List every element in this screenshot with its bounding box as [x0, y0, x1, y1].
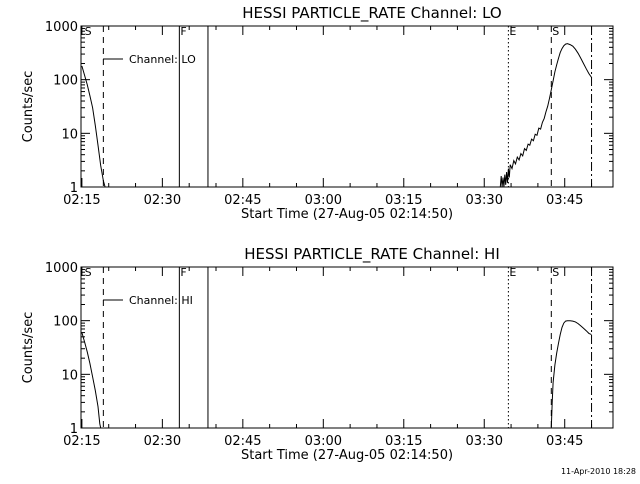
- marker-label: S: [552, 25, 559, 38]
- x-axis-label: Start Time (27-Aug-05 02:14:50): [241, 448, 453, 463]
- x-tick-label: 02:15: [63, 434, 100, 449]
- y-tick-label: 1: [70, 181, 78, 196]
- legend-label: Channel: HI: [129, 294, 193, 307]
- y-tick-label: 100: [53, 74, 78, 89]
- x-tick-label: 02:30: [144, 434, 181, 449]
- marker-label: S: [85, 266, 92, 279]
- x-tick-label: 02:15: [63, 193, 100, 208]
- chart-title: HESSI PARTICLE_RATE Channel: HI: [244, 245, 500, 264]
- series-line-segment-1: [81, 332, 102, 429]
- series-line-segment-2: [499, 43, 592, 188]
- chart-panel-1: HESSI PARTICLE_RATE Channel: LO 02:15 02:3…: [21, 4, 614, 222]
- y-tick-label: 1000: [45, 261, 78, 276]
- chart-title: HESSI PARTICLE_RATE Channel: LO: [242, 4, 501, 23]
- x-tick-label: 03:30: [466, 434, 503, 449]
- series-line-segment-2: [550, 320, 592, 429]
- marker-label: E: [509, 266, 516, 279]
- y-axis-label: Counts/sec: [21, 312, 36, 384]
- y-axis-label: Counts/sec: [21, 71, 36, 143]
- x-tick-label: 03:45: [546, 434, 583, 449]
- marker-label: S: [552, 266, 559, 279]
- y-tick-label: 100: [53, 315, 78, 330]
- y-tick-label: 1: [70, 422, 78, 437]
- marker-label: E: [509, 25, 516, 38]
- x-tick-label: 02:45: [224, 434, 261, 449]
- footer-timestamp: 11-Apr-2010 18:28: [561, 467, 636, 476]
- x-tick-label: 02:30: [144, 193, 181, 208]
- chart-panel-2: HESSI PARTICLE_RATE Channel: HI 02:15 02:3…: [21, 245, 614, 463]
- x-tick-label: 03:00: [305, 193, 342, 208]
- x-tick-label: 03:15: [385, 434, 422, 449]
- plot-frame: [80, 266, 614, 429]
- x-tick-label: 03:15: [385, 193, 422, 208]
- x-tick-label: 03:00: [305, 434, 342, 449]
- x-axis-label: Start Time (27-Aug-05 02:14:50): [241, 207, 453, 222]
- chart-panels: HESSI PARTICLE_RATE Channel: LO 02:15 02:3…: [21, 4, 614, 463]
- marker-label: F: [180, 25, 186, 38]
- y-tick-label: 10: [61, 127, 78, 142]
- y-tick-label: 1000: [45, 20, 78, 35]
- legend-label: Channel: LO: [129, 53, 196, 66]
- x-tick-label: 03:45: [546, 193, 583, 208]
- x-tick-label: 02:45: [224, 193, 261, 208]
- y-tick-label: 10: [61, 368, 78, 383]
- marker-label: F: [180, 266, 186, 279]
- plot-frame: [80, 25, 614, 188]
- x-tick-label: 03:30: [466, 193, 503, 208]
- series-line-segment-1: [81, 65, 106, 188]
- marker-label: S: [85, 25, 92, 38]
